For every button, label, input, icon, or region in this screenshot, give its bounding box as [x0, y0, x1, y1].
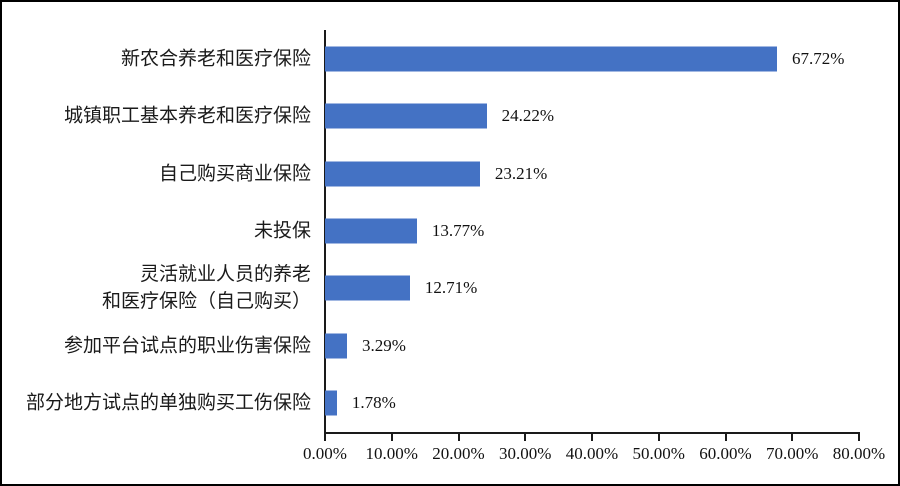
category-label: 灵活就业人员的养老 和医疗保险（自己购买） [101, 264, 311, 313]
x-tick-mark [591, 432, 593, 441]
x-tick-mark [390, 432, 393, 441]
x-tick-label: 50.00% [632, 444, 685, 463]
value-label: 12.71% [424, 278, 478, 298]
x-tick-label: 40.00% [565, 444, 619, 463]
bar [325, 103, 487, 129]
x-tick-mark [457, 432, 460, 441]
value-label: 3.29% [361, 335, 406, 355]
value-label: 67.72% [792, 48, 845, 68]
value-label: 13.77% [431, 221, 485, 240]
x-tick-mark [524, 432, 527, 441]
x-tick-mark [791, 432, 794, 441]
category-label: 新农合养老和医疗保险 [120, 48, 311, 70]
x-tick-label: 70.00% [766, 444, 819, 463]
x-tick-mark [724, 432, 727, 441]
x-tick-mark [657, 432, 660, 441]
category-label: 自己购买商业保险 [158, 163, 311, 185]
value-label: 1.78% [351, 393, 396, 413]
bar [325, 333, 347, 359]
category-label: 部分地方试点的单独购买工伤保险 [25, 392, 311, 414]
category-label: 未投保 [253, 220, 311, 242]
bar [325, 161, 480, 187]
x-tick-label: 10.00% [365, 444, 418, 463]
x-tick-label: 20.00% [432, 444, 485, 463]
x-tick-mark [858, 432, 860, 441]
value-label: 23.21% [494, 163, 548, 183]
bar [325, 275, 410, 301]
category-label: 参加平台试点的职业伤害保险 [63, 335, 311, 357]
bar [325, 390, 337, 416]
bar [325, 46, 778, 72]
x-tick-mark [324, 432, 326, 441]
value-label: 24.22% [501, 106, 555, 126]
x-tick-label: 30.00% [499, 444, 552, 463]
x-tick-label: 0.00% [303, 444, 347, 463]
x-tick-label: 60.00% [699, 444, 752, 463]
x-tick-label: 80.00% [832, 444, 886, 463]
category-label: 城镇职工基本养老和医疗保险 [63, 105, 311, 127]
bar [325, 218, 417, 244]
